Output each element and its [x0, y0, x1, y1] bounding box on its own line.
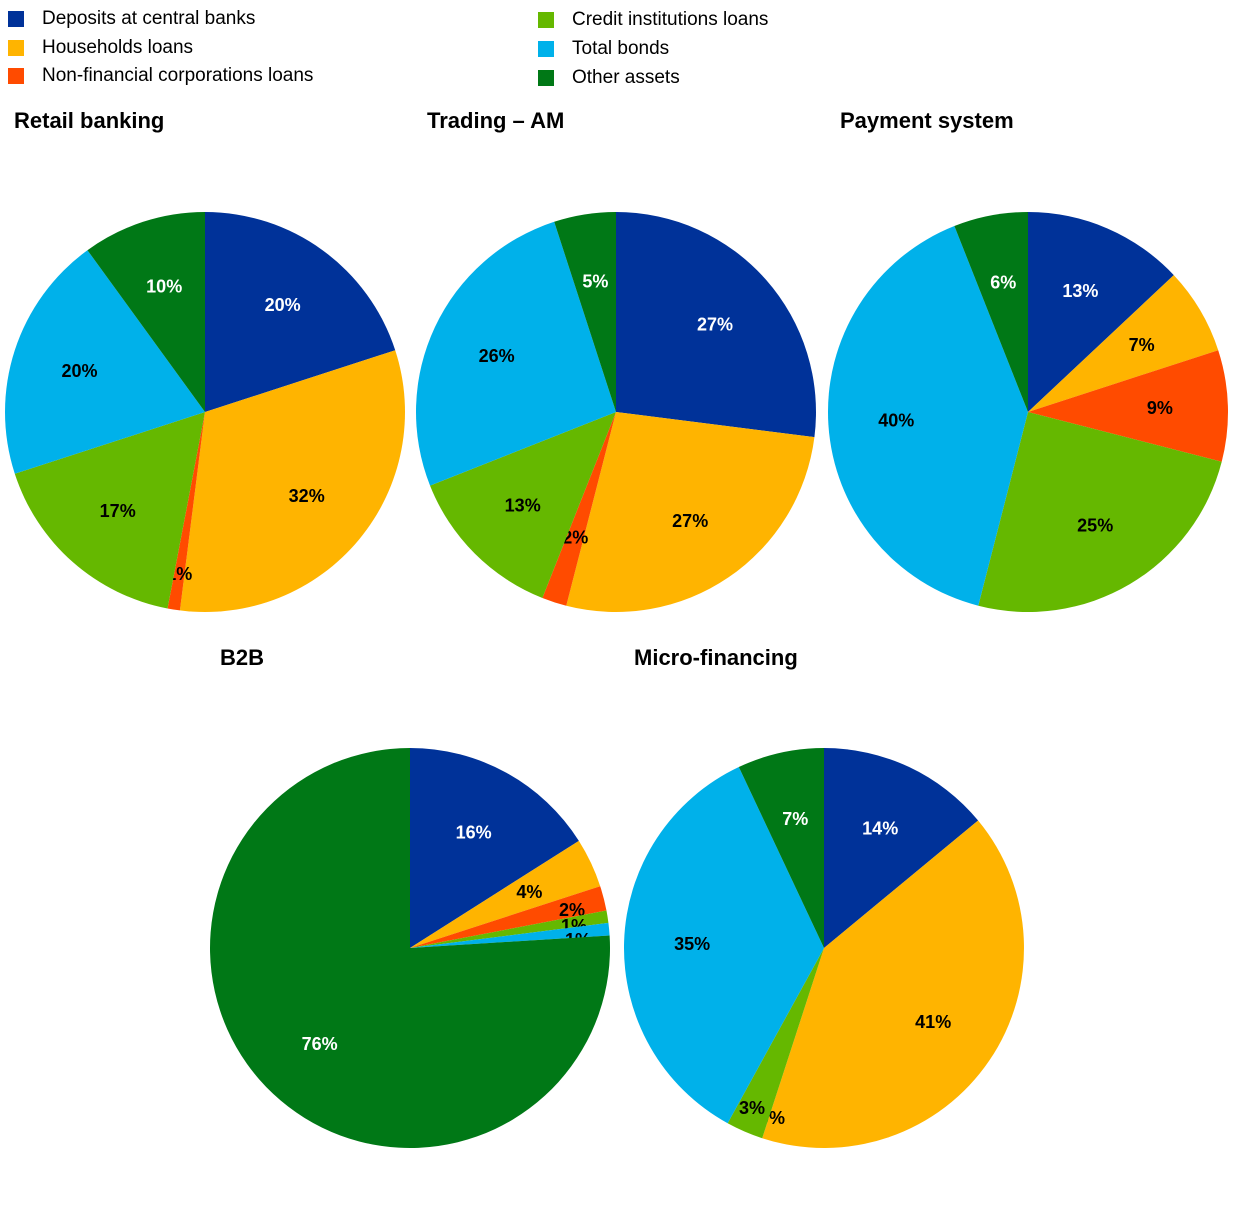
pie-slice-label: 40% [878, 410, 914, 430]
legend-swatch [8, 68, 24, 84]
pie-slice-label: 17% [100, 501, 136, 521]
pie-3: 16%4%2%1%1%76% [210, 748, 611, 1148]
pie-slice [566, 412, 815, 613]
pie-slice [1028, 275, 1219, 412]
pie-slice [542, 412, 616, 606]
pie-slice-label: 2% [562, 528, 588, 548]
pie-4: 14%41%0%3%35%7% [623, 748, 1024, 1148]
legend-label: Non-financial corporations loans [42, 65, 314, 86]
pie-slice-label: 32% [289, 486, 325, 506]
legend-item-bonds: Total bonds [538, 38, 669, 60]
pie-slice-label: 2% [559, 900, 585, 920]
pie-slice [1028, 350, 1229, 462]
chart-title-payment-system: Payment system [840, 108, 1014, 133]
legend-item-households: Households loans [8, 37, 193, 59]
pie-slice-label: 4% [516, 882, 542, 902]
pie-2: 13% 7% 9% 25% 40% 6% [827, 212, 1229, 613]
pie-slice [554, 212, 616, 412]
legend-swatch [538, 12, 554, 28]
pie-slice [167, 412, 205, 611]
legend-label: Other assets [572, 67, 680, 88]
pie-slice-label: 20% [61, 361, 97, 381]
pie-slice-label: 7% [782, 809, 808, 829]
pie-slice [5, 250, 205, 474]
pie-slice-label: 76% [302, 1034, 338, 1054]
pie-slice [179, 350, 405, 612]
pie-slice [978, 412, 1222, 613]
pie-slice-label: 41% [915, 1012, 951, 1032]
pie-slice [430, 412, 616, 598]
pie-slice-label: 27% [697, 315, 733, 335]
legend-swatch [8, 11, 24, 27]
legend-swatch [8, 40, 24, 56]
pie-0: 20%32%1%17%20%10% [5, 212, 405, 612]
pie-slice-label: 9% [1147, 398, 1173, 418]
legend-label: Deposits at central banks [42, 8, 256, 29]
chart-title-micro-financing: Micro-financing [634, 645, 798, 670]
pie-slice [415, 221, 616, 486]
chart-title-retail-banking: Retail banking [14, 108, 165, 133]
pie-slice [87, 212, 205, 412]
pie-slice [205, 212, 396, 412]
legend-swatch [538, 70, 554, 86]
pie-slice-label: 6% [990, 272, 1016, 292]
pie-slice [410, 886, 607, 948]
pie-slice [410, 840, 601, 948]
pie-slice [1028, 212, 1174, 412]
chart-title-trading-am: Trading – AM [427, 108, 565, 133]
pie-slice-label: 13% [505, 495, 541, 515]
pie-slice-label: 35% [674, 934, 710, 954]
pie-slice-label: 3% [739, 1098, 765, 1118]
pie-slice-label: 10% [146, 277, 182, 297]
pie-slice-label: 5% [582, 272, 608, 292]
pie-slice [727, 948, 824, 1139]
chart-title-b2b: B2B [220, 645, 265, 670]
legend-item-nfc: Non-financial corporations loans [8, 65, 313, 87]
pie-slice-label: 26% [479, 346, 515, 366]
legend-label: Households loans [42, 37, 194, 58]
pie-slice [410, 748, 579, 948]
pie-slice [738, 748, 824, 948]
pie-slice [762, 820, 1024, 1148]
pie-slice [210, 748, 611, 1148]
pie-slice [410, 910, 609, 948]
pie-slice [827, 226, 1028, 606]
pie-slice [824, 748, 979, 948]
pie-slice [623, 767, 824, 1124]
pie-slice-label: 20% [265, 295, 301, 315]
pie-slice [14, 412, 206, 609]
pie-slice-label: 16% [456, 822, 492, 842]
legend-label: Total bonds [572, 38, 670, 59]
pie-slice-label: 13% [1062, 281, 1098, 301]
pie-slice [410, 922, 610, 948]
legend-item-deposits: Deposits at central banks [8, 8, 255, 30]
pie-1: 27% 27% 2% 13% 26% 5% [415, 212, 816, 613]
pie-slice-label: 7% [1129, 335, 1155, 355]
pie-slice [616, 212, 816, 438]
legend-item-other: Other assets [538, 67, 680, 89]
legend-label: Credit institutions loans [572, 9, 769, 30]
pie-slice-label: 25% [1077, 516, 1113, 536]
pie-slice-label: 14% [862, 819, 898, 839]
pie-slice-label: 27% [672, 511, 708, 531]
legend-swatch [538, 41, 554, 57]
pie-slice [954, 212, 1028, 412]
legend-item-credit: Credit institutions loans [538, 9, 768, 31]
